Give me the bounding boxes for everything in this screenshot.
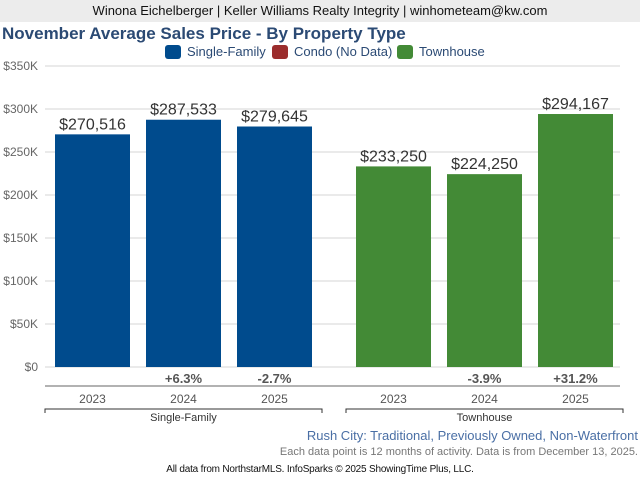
bar <box>356 166 431 367</box>
change-label: -2.7% <box>258 371 292 386</box>
chart-subtitle: Rush City: Traditional, Previously Owned… <box>306 428 638 443</box>
footer-credits: All data from NorthstarMLS. InfoSparks ©… <box>166 464 474 475</box>
group-label: Single-Family <box>150 412 217 424</box>
y-tick-label: $50K <box>10 317 38 331</box>
y-tick-label: $100K <box>3 274 38 288</box>
legend-label: Condo (No Data) <box>294 44 393 59</box>
legend-item-condo[interactable]: Condo (No Data) <box>272 44 392 59</box>
bar-value-label: $294,167 <box>542 96 609 113</box>
x-tick-label: 2024 <box>170 392 197 406</box>
y-tick-label: $200K <box>3 188 38 202</box>
bar-value-label: $287,533 <box>150 102 217 119</box>
x-tick-label: 2023 <box>79 392 106 406</box>
legend-swatch-single-family <box>165 44 181 59</box>
legend-swatch-condo <box>272 44 288 59</box>
bar <box>146 119 221 367</box>
data-note: Each data point is 12 months of activity… <box>279 446 638 458</box>
bar <box>237 126 312 367</box>
bar-value-label: $279,645 <box>241 109 308 126</box>
y-tick-label: $300K <box>3 102 38 116</box>
bar <box>55 134 130 367</box>
change-label: +31.2% <box>553 371 598 386</box>
y-tick-label: $350K <box>3 59 38 73</box>
legend-item-townhouse[interactable]: Townhouse <box>397 44 485 59</box>
bar-value-label: $224,250 <box>451 156 518 173</box>
bar-chart: $0 $50K $100K $150K $200K $250K $300K $350K $270… <box>3 59 624 424</box>
bar-value-label: $233,250 <box>360 148 427 165</box>
group-bracket <box>345 408 624 413</box>
bar-value-label: $270,516 <box>59 116 126 133</box>
chart-title: November Average Sales Price - By Proper… <box>2 24 406 43</box>
bar <box>447 174 522 367</box>
x-tick-label: 2023 <box>380 392 407 406</box>
agent-header: Winona Eichelberger | Keller Williams Re… <box>0 0 640 22</box>
y-tick-label: $0 <box>25 360 39 374</box>
x-tick-label: 2024 <box>471 392 498 406</box>
legend-item-single-family[interactable]: Single-Family <box>165 44 266 59</box>
legend-label: Single-Family <box>187 44 266 59</box>
change-label: -3.9% <box>468 371 502 386</box>
group-label: Townhouse <box>457 412 513 424</box>
legend: Single-Family Condo (No Data) Townhouse <box>0 44 640 62</box>
group-bracket <box>44 408 323 413</box>
change-label: +6.3% <box>165 371 203 386</box>
y-tick-label: $250K <box>3 145 38 159</box>
x-tick-label: 2025 <box>562 392 589 406</box>
y-tick-label: $150K <box>3 231 38 245</box>
bar <box>538 114 613 367</box>
legend-swatch-townhouse <box>397 44 413 59</box>
x-tick-label: 2025 <box>261 392 288 406</box>
legend-label: Townhouse <box>419 44 485 59</box>
